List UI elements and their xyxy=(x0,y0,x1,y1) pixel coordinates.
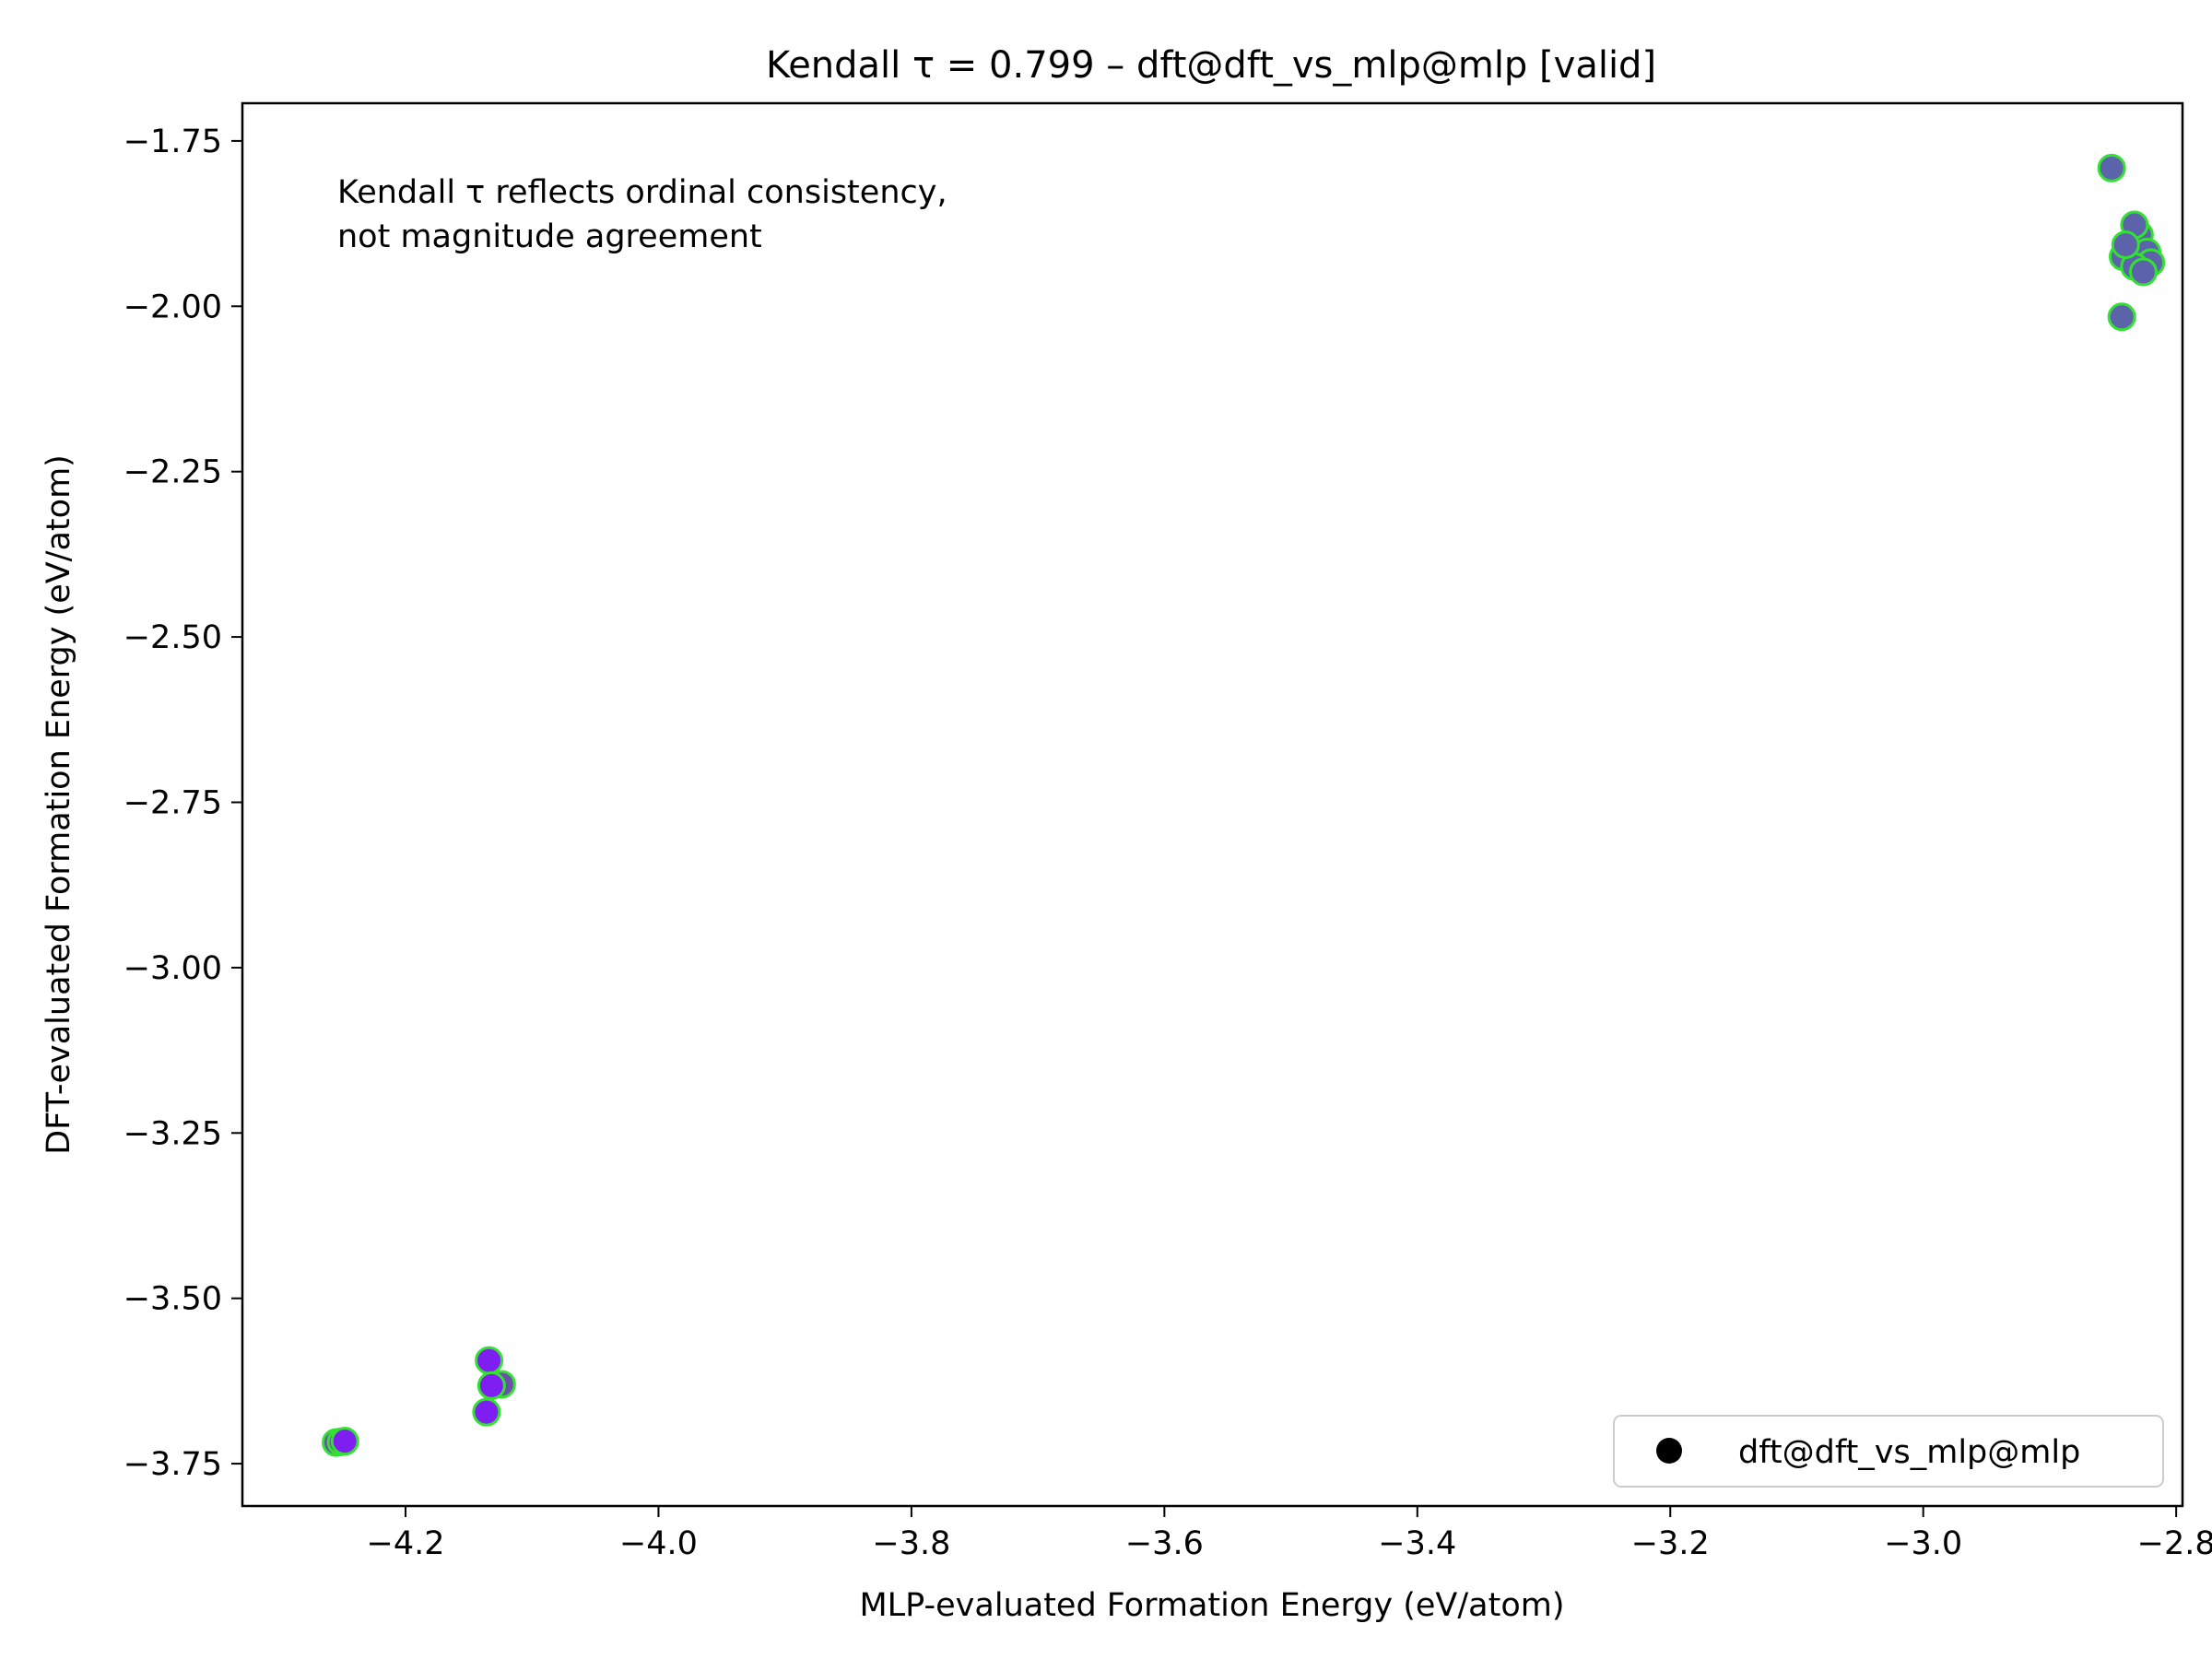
legend-marker xyxy=(1656,1438,1682,1464)
y-tick-label: −2.00 xyxy=(124,288,222,325)
x-tick-label: −3.6 xyxy=(1125,1525,1204,1562)
y-tick-label: −3.50 xyxy=(124,1281,222,1318)
x-axis-ticks: −4.2 −4.0 −3.8 −3.6 −3.4 −3.2 −3.0 −2.8 xyxy=(367,1506,2212,1562)
plot-frame xyxy=(241,101,2184,1508)
y-tick-label: −3.00 xyxy=(124,950,222,987)
data-point xyxy=(2111,230,2140,260)
y-tick-label: −3.25 xyxy=(124,1115,222,1152)
x-tick-label: −3.0 xyxy=(1884,1525,1962,1562)
y-tick-label: −3.75 xyxy=(124,1446,222,1483)
y-axis-ticks: −1.75 −2.00 −2.25 −2.50 −2.75 −3.00 −3.25 −3.50… xyxy=(124,124,242,1483)
data-point xyxy=(2128,257,2158,287)
annotation-line-2: not magnitude agreement xyxy=(337,218,762,255)
y-tick-label: −2.75 xyxy=(124,784,222,821)
data-point xyxy=(2097,153,2126,182)
y-tick-label: −1.75 xyxy=(124,124,222,160)
y-axis-label: DFT-evaluated Formation Energy (eV/atom) xyxy=(41,454,77,1155)
legend-label: dft@dft_vs_mlp@mlp xyxy=(1738,1434,2080,1471)
x-tick-label: −4.2 xyxy=(367,1525,445,1562)
y-tick-label: −2.25 xyxy=(124,454,222,491)
data-point xyxy=(330,1427,359,1456)
x-tick-label: −2.8 xyxy=(2137,1525,2212,1562)
annotation-line-1: Kendall τ reflects ordinal consistency, xyxy=(337,174,947,211)
data-point xyxy=(477,1371,506,1400)
x-tick-label: −3.8 xyxy=(872,1525,950,1562)
y-tick-label: −2.50 xyxy=(124,619,222,656)
chart-title: Kendall τ = 0.799 – dft@dft_vs_mlp@mlp [… xyxy=(766,44,1656,87)
legend-box xyxy=(1613,1415,2164,1488)
data-point xyxy=(475,1346,504,1375)
x-tick-label: −3.4 xyxy=(1378,1525,1456,1562)
x-tick-label: −4.0 xyxy=(619,1525,698,1562)
legend: dft@dft_vs_mlp@mlp xyxy=(1613,1415,2164,1488)
x-axis-label: MLP-evaluated Formation Energy (eV/atom) xyxy=(859,1587,1564,1624)
data-points xyxy=(322,153,2166,1457)
data-point xyxy=(472,1397,501,1427)
x-tick-label: −3.2 xyxy=(1631,1525,1710,1562)
data-point xyxy=(2107,302,2136,332)
